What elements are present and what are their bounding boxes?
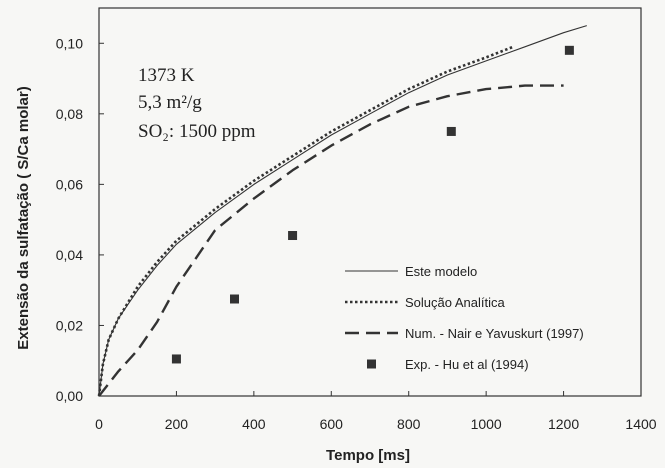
y-tick-label: 0,08 — [56, 106, 83, 122]
data-point-exp-hu-et-al-1994 — [171, 354, 181, 364]
plot-border — [98, 7, 642, 397]
x-tick-label: 0 — [95, 416, 103, 432]
legend-label-este-modelo: Este modelo — [405, 264, 477, 279]
data-point-exp-hu-et-al-1994 — [446, 126, 456, 136]
annotation-temperature: 1373 K — [138, 65, 195, 86]
x-tick-label: 1200 — [548, 416, 579, 432]
x-tick-label: 1400 — [625, 416, 656, 432]
x-axis: 0 200 400 600 800 1000 1200 1400 — [95, 391, 657, 432]
legend-swatch-exp-hu-et-al-1994 — [367, 359, 376, 369]
data-point-exp-hu-et-al-1994 — [564, 45, 574, 55]
x-tick-label: 400 — [242, 416, 266, 432]
annotation-surface-area: 5,3 m²/g — [138, 92, 202, 113]
annotation-so2: SO₂: 1500 ppm — [138, 121, 256, 142]
x-tick-label: 800 — [397, 416, 421, 432]
y-tick-label: 0,10 — [56, 35, 83, 51]
markers-layer — [171, 45, 574, 364]
series-layer — [97, 25, 587, 397]
x-tick-label: 200 — [165, 416, 189, 432]
y-tick-label: 0,04 — [56, 247, 83, 263]
y-tick-label: 0,00 — [56, 388, 83, 404]
y-tick-label: 0,06 — [56, 176, 83, 192]
y-axis: 0,00 0,02 0,04 0,06 0,08 0,10 — [56, 35, 104, 404]
data-point-exp-hu-et-al-1994 — [288, 231, 298, 241]
x-tick-label: 1000 — [471, 416, 502, 432]
y-axis-title: Extensão da sulfatação ( S/Ca molar) — [15, 86, 32, 349]
data-point-exp-hu-et-al-1994 — [230, 294, 239, 304]
y-tick-label: 0,02 — [56, 317, 83, 333]
legend-label-solu-o-anal-tica: Solução Analítica — [405, 295, 506, 310]
x-axis-title: Tempo [ms] — [326, 447, 410, 464]
series-line-num-nair-e-yavuskurt-1997 — [98, 84, 564, 397]
legend-label-exp-hu-et-al-1994: Exp. - Hu et al (1994) — [405, 357, 529, 372]
plot-frame — [98, 7, 642, 397]
legend: Este modelo Solução Analítica Num. - Nair … — [345, 264, 584, 372]
legend-label-num-nair-e-yavuskurt-1997: Num. - Nair e Yavuskurt (1997) — [405, 326, 584, 341]
x-tick-label: 600 — [320, 416, 344, 432]
series-line-solu-o-anal-tica — [97, 45, 514, 397]
